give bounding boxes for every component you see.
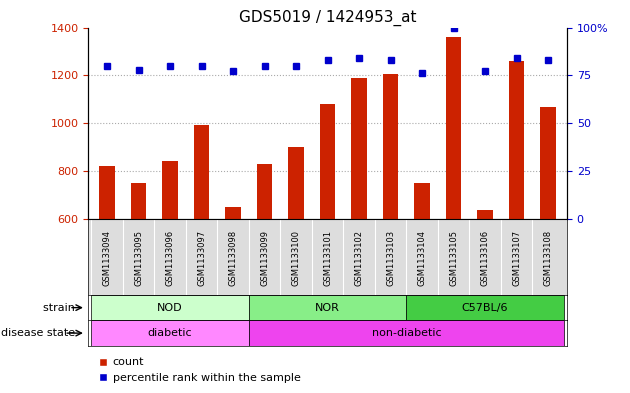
Text: GSM1133098: GSM1133098 [229,230,238,286]
Bar [541,108,556,219]
Legend: count, percentile rank within the sample: count, percentile rank within the sample [94,353,305,387]
Text: NOD: NOD [158,303,183,313]
Bar [383,74,399,219]
Bar [289,147,304,219]
Text: non-diabetic: non-diabetic [372,328,441,338]
Bar [406,295,564,320]
Bar [320,104,336,219]
Text: GSM1133100: GSM1133100 [292,230,301,286]
Bar [226,207,241,219]
Bar [509,61,524,219]
Bar [257,163,273,219]
Bar [249,320,564,346]
Text: C57BL/6: C57BL/6 [462,303,508,313]
Text: GSM1133102: GSM1133102 [355,230,364,286]
Bar [91,320,249,346]
Text: GSM1133101: GSM1133101 [323,230,332,286]
Text: diabetic: diabetic [148,328,192,338]
Text: GSM1133099: GSM1133099 [260,230,269,286]
Bar [163,161,178,219]
Text: GSM1133097: GSM1133097 [197,230,206,286]
Text: disease state: disease state [1,328,79,338]
Bar [249,295,406,320]
Bar [415,183,430,219]
Text: GSM1133106: GSM1133106 [481,230,490,286]
Title: GDS5019 / 1424953_at: GDS5019 / 1424953_at [239,10,416,26]
Bar [131,183,146,219]
Text: GSM1133108: GSM1133108 [544,230,553,286]
Text: GSM1133107: GSM1133107 [512,230,521,286]
Text: GSM1133094: GSM1133094 [103,230,112,286]
Text: GSM1133103: GSM1133103 [386,230,395,286]
Text: GSM1133104: GSM1133104 [418,230,427,286]
Bar [446,37,461,219]
Text: GSM1133095: GSM1133095 [134,230,143,286]
Bar [478,210,493,219]
Text: GSM1133096: GSM1133096 [166,230,175,286]
Text: strain: strain [43,303,79,313]
Text: GSM1133105: GSM1133105 [449,230,458,286]
Text: NOR: NOR [315,303,340,313]
Bar [352,78,367,219]
Bar [194,125,209,219]
Bar [91,295,249,320]
Bar [100,166,115,219]
